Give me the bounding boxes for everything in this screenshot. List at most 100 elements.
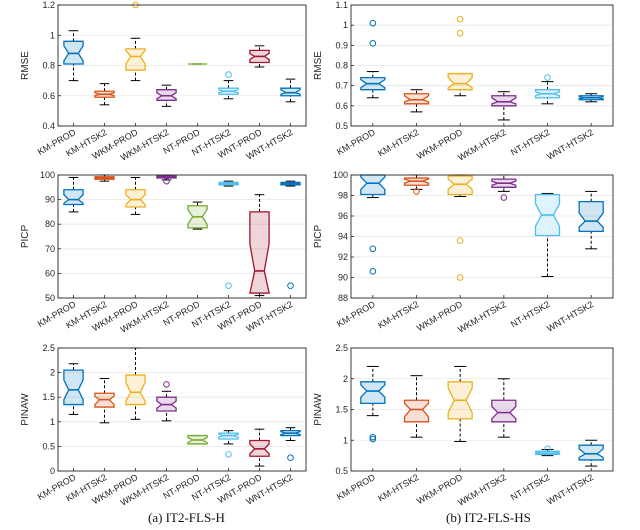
box-body [447,72,473,91]
outlier [225,282,232,290]
y-tick-label: 1 [343,435,348,445]
box-wkm-prod [125,1,146,82]
y-tick-label: 2.5 [42,343,55,353]
y-tick-label: 96 [338,211,348,221]
box-wkm-htsk2 [491,378,517,438]
y-tick-label: 1 [50,417,55,427]
box-wkm-htsk2 [491,91,517,121]
box-wkm-prod [447,365,473,442]
box-body [63,369,84,406]
box-wkm-prod [447,174,473,281]
box-body [63,189,84,206]
outlier [369,19,377,27]
box-body [249,211,270,294]
box-wkm-prod [125,176,146,215]
box-km-prod [63,176,84,213]
x-tick-label: KM-PROD [335,299,377,329]
box-km-prod [360,19,386,99]
outlier [369,435,377,443]
y-tick-label: 0.4 [42,121,55,131]
box-km-htsk2 [403,174,430,195]
axes-frame [350,347,614,472]
chart-panel-rmse-left: 0.40.60.811.2KM-PRODKM-HTSK2WKM-PRODWKM-… [20,0,307,163]
box-km-htsk2 [94,83,115,106]
x-tick-label: KM-PROD [335,127,377,157]
y-tick-label: 0.8 [335,61,348,71]
chart-panel-rmse-right: 0.50.60.70.80.911.1KM-PROD KM-HTSK2WKM-PR… [313,0,614,163]
y-tick-label: 0.9 [335,40,348,50]
outlier [413,188,420,195]
outlier [369,268,377,275]
box-km-htsk2 [403,89,430,113]
y-axis-title: PINAW [313,393,324,426]
y-tick-label: 92 [338,252,348,262]
axes-frame [350,4,614,127]
y-tick-label: 0 [50,466,55,476]
box-wkm-prod [125,347,146,420]
outlier [163,177,170,185]
axes-frame [57,174,307,299]
box-nt-prod [187,201,208,230]
box-nt-htsk2 [534,74,561,105]
box-km-htsk2 [94,174,115,182]
x-tick-label: WKM-HTSK2 [456,299,508,335]
box-wnt-prod [249,194,270,297]
box-wnt-htsk2 [280,180,301,290]
x-tick-label: KM-HTSK2 [376,472,420,503]
box-km-prod [360,174,386,275]
x-tick-label: WKM-HTSK2 [456,472,508,508]
outlier [163,381,170,388]
y-tick-label: 1 [50,30,55,40]
chart-panel-picp-left: 5060708090100KM-PRODKM-HTSK2WKM-PRODWKM-… [20,170,307,335]
outlier [456,15,464,23]
y-tick-label: 70 [45,244,55,254]
box-body [125,48,146,71]
x-tick-label: WNT-HTSK2 [545,299,595,334]
y-axis-title: PINAW [20,393,31,426]
y-tick-label: 1.1 [335,0,348,10]
outlier [369,245,377,253]
box-nt-prod [187,434,208,445]
y-tick-label: 60 [45,268,55,278]
box-body [360,174,386,196]
chart-panel-pinaw-left: 00.511.522.5KM-PRODKM-HTSK2WKM-PRODWKM-H… [20,343,307,508]
x-tick-label: KM-HTSK2 [376,127,420,158]
box-body [403,399,430,423]
x-tick-label: WNT-HTSK2 [545,127,595,162]
outlier [287,454,294,462]
box-wnt-prod [249,428,270,467]
y-tick-label: 0.5 [42,441,55,451]
x-tick-label: WNT-HTSK2 [545,472,595,507]
outlier [456,29,464,37]
y-tick-label: 88 [338,293,348,303]
box-nt-htsk2 [534,192,561,277]
box-nt-htsk2 [218,180,239,290]
y-tick-label: 1.5 [42,392,55,402]
y-axis-title: RMSE [20,51,31,80]
box-wkm-htsk2 [156,84,177,107]
outlier [225,450,232,458]
box-wnt-htsk2 [578,93,604,103]
box-body [125,374,146,406]
box-wkm-htsk2 [156,381,177,422]
y-tick-label: 1 [343,20,348,30]
caption-left: (a) IT2-FLS-H [148,510,225,525]
outlier [369,40,377,47]
axes-frame [57,4,307,127]
box-wnt-htsk2 [280,427,301,462]
axes-frame [350,174,614,299]
y-tick-label: 1.5 [335,405,348,415]
box-body [491,399,517,423]
x-tick-label: WKM-HTSK2 [456,127,508,163]
outlier [544,74,551,81]
box-wnt-htsk2 [578,190,604,250]
box-km-prod [63,30,84,82]
y-tick-label: 0.7 [335,81,348,91]
y-tick-label: 2 [50,368,55,378]
box-body [125,189,146,208]
outlier [369,433,377,441]
box-body [578,200,604,233]
x-tick-label: KM-HTSK2 [376,299,420,330]
y-tick-label: 0.8 [42,61,55,71]
